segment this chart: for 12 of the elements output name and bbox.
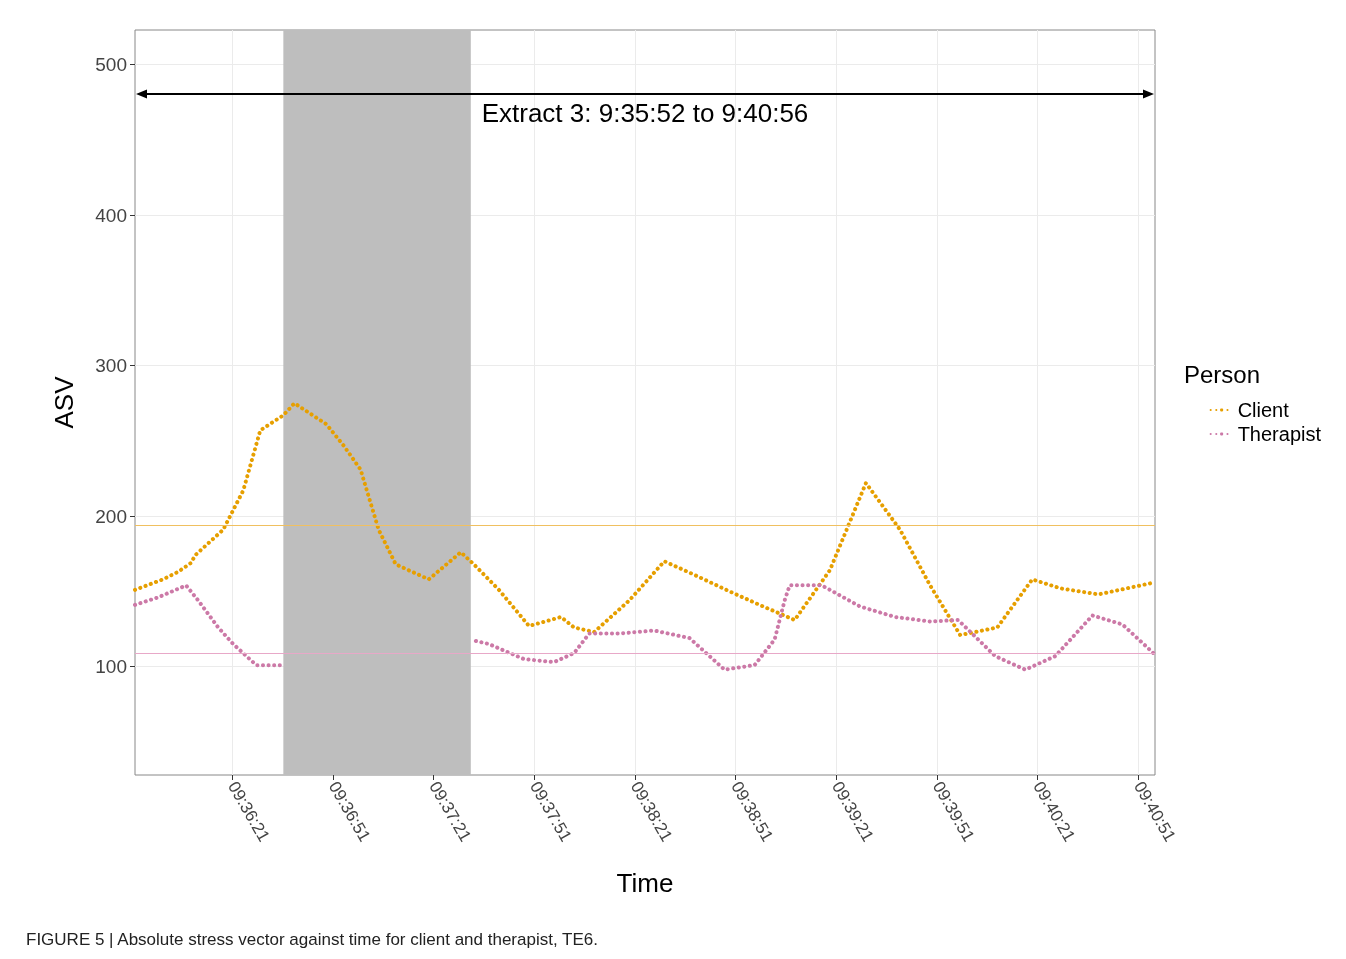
- x-axis-title: Time: [616, 868, 674, 898]
- legend-label: Therapist: [1237, 423, 1322, 445]
- y-tick-label: 500: [95, 54, 127, 76]
- caption: FIGURE 5 | Absolute stress vector against time for client and therapist, TE6.: [26, 930, 598, 950]
- y-tick-label: 200: [95, 505, 127, 527]
- annotation: Extract 3: 9:35:52 to 9:40:56: [481, 98, 809, 128]
- legend-title: Person: [1183, 360, 1260, 388]
- legend-label: Client: [1237, 399, 1290, 421]
- y-tick-label: 100: [95, 656, 127, 678]
- y-tick-label: 400: [95, 204, 127, 226]
- y-axis-title: ASV: [49, 375, 79, 429]
- y-tick-label: 300: [95, 355, 127, 377]
